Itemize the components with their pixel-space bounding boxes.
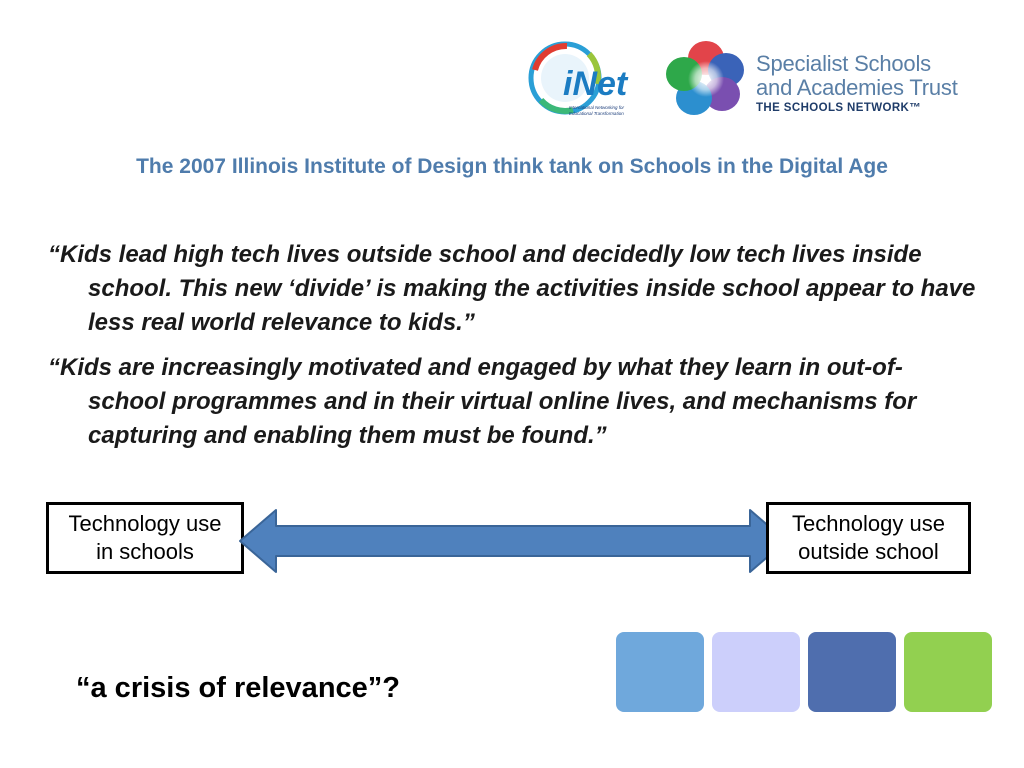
inet-logo-text: iNet <box>563 65 629 103</box>
quote-2-text: “Kids are increasingly motivated and eng… <box>48 354 917 449</box>
box-technology-outside-school: Technology use outside school <box>766 502 971 574</box>
ssat-network-tagline: THE SCHOOLS NETWORK™ <box>756 102 922 114</box>
ssat-name-line1: Specialist Schools <box>756 51 931 76</box>
ssat-name-line2: and Academies Trust <box>756 75 958 100</box>
square-light-blue <box>616 632 704 712</box>
box-technology-in-schools: Technology use in schools <box>46 502 244 574</box>
box-left-line2: in schools <box>96 539 194 564</box>
inet-logo: iNet International Networking for Educat… <box>528 41 629 116</box>
quote-1: “Kids lead high tech lives outside schoo… <box>48 238 978 340</box>
square-dark-blue <box>808 632 896 712</box>
ssat-flower-logo <box>666 41 744 115</box>
svg-text:International Networking for: International Networking for <box>569 105 625 110</box>
square-green <box>904 632 992 712</box>
ssat-wordmark: Specialist Schools and Academies Trust T… <box>756 51 958 115</box>
box-right-line1: Technology use <box>792 511 945 536</box>
square-lavender <box>712 632 800 712</box>
quote-2: “Kids are increasingly motivated and eng… <box>48 351 978 453</box>
box-right-line2: outside school <box>798 539 939 564</box>
double-headed-arrow <box>239 509 787 573</box>
quote-1-text: “Kids lead high tech lives outside schoo… <box>48 241 976 336</box>
decorative-squares <box>616 632 992 712</box>
svg-text:Educational Transformation: Educational Transformation <box>569 111 624 116</box>
closing-question: “a crisis of relevance”? <box>76 672 400 704</box>
slide-subtitle: The 2007 Illinois Institute of Design th… <box>136 155 888 178</box>
box-left-line1: Technology use <box>68 511 222 536</box>
